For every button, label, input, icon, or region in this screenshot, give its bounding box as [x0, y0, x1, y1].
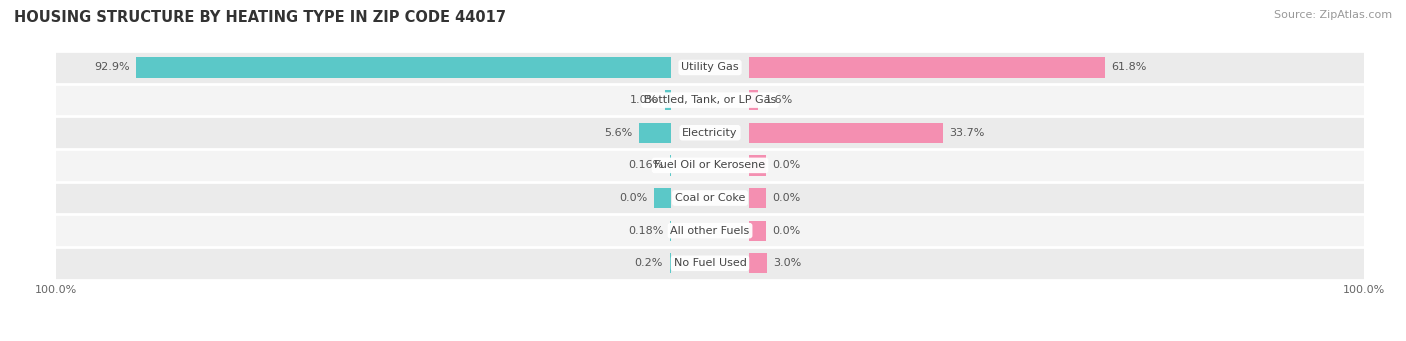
Text: 3.0%: 3.0%: [773, 258, 801, 268]
Text: Coal or Coke: Coal or Coke: [675, 193, 745, 203]
Bar: [56, 214, 1364, 247]
Bar: [665, 90, 671, 110]
Text: 0.0%: 0.0%: [772, 160, 800, 170]
Bar: [749, 221, 766, 241]
Bar: [749, 123, 943, 143]
Text: Electricity: Electricity: [682, 128, 738, 138]
Text: 1.0%: 1.0%: [630, 95, 658, 105]
Text: Fuel Oil or Kerosene: Fuel Oil or Kerosene: [654, 160, 766, 170]
Text: 0.0%: 0.0%: [772, 193, 800, 203]
Text: 5.6%: 5.6%: [603, 128, 633, 138]
Bar: [749, 57, 1105, 78]
Legend: Owner-occupied, Renter-occupied: Owner-occupied, Renter-occupied: [578, 338, 842, 341]
Text: 92.9%: 92.9%: [94, 62, 129, 73]
Text: 1.6%: 1.6%: [765, 95, 793, 105]
Bar: [56, 149, 1364, 182]
Text: Utility Gas: Utility Gas: [682, 62, 738, 73]
Bar: [136, 57, 671, 78]
Text: 33.7%: 33.7%: [949, 128, 986, 138]
Text: Source: ZipAtlas.com: Source: ZipAtlas.com: [1274, 10, 1392, 20]
Text: Bottled, Tank, or LP Gas: Bottled, Tank, or LP Gas: [644, 95, 776, 105]
Text: 61.8%: 61.8%: [1111, 62, 1147, 73]
Bar: [749, 188, 766, 208]
Bar: [749, 253, 766, 273]
Bar: [56, 247, 1364, 280]
Text: 0.0%: 0.0%: [620, 193, 648, 203]
Text: 0.2%: 0.2%: [634, 258, 664, 268]
Text: No Fuel Used: No Fuel Used: [673, 258, 747, 268]
Text: 0.0%: 0.0%: [772, 226, 800, 236]
Text: All other Fuels: All other Fuels: [671, 226, 749, 236]
Text: 0.16%: 0.16%: [628, 160, 664, 170]
Bar: [56, 84, 1364, 116]
Bar: [638, 123, 671, 143]
Bar: [56, 51, 1364, 84]
Text: HOUSING STRUCTURE BY HEATING TYPE IN ZIP CODE 44017: HOUSING STRUCTURE BY HEATING TYPE IN ZIP…: [14, 10, 506, 25]
Bar: [749, 90, 758, 110]
Bar: [654, 188, 671, 208]
Text: 0.18%: 0.18%: [628, 226, 664, 236]
Bar: [56, 182, 1364, 214]
Bar: [749, 155, 766, 176]
Bar: [56, 116, 1364, 149]
